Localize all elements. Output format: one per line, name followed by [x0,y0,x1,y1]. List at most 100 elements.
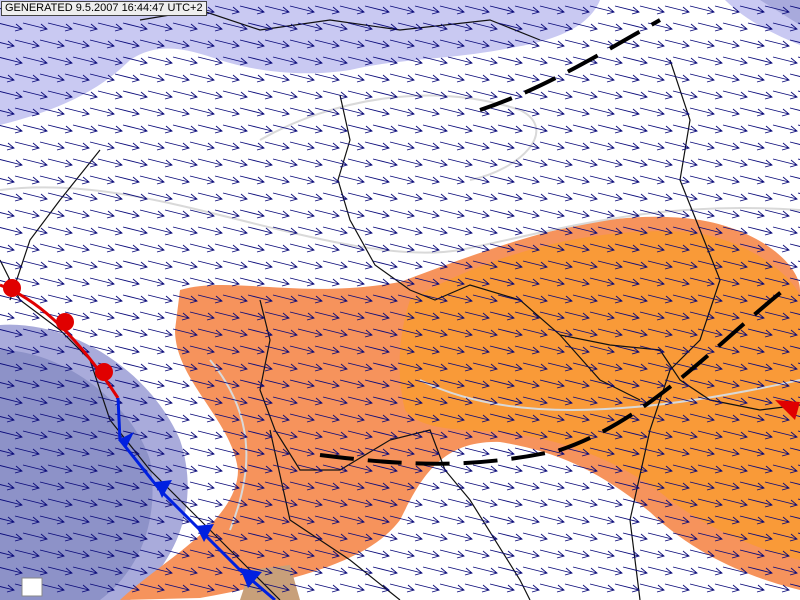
wind-arrow [289,209,315,219]
wind-arrow [114,379,140,389]
wind-arrow [589,175,615,185]
wind-arrow [589,311,615,321]
wind-arrow [439,413,465,423]
wind-arrow [722,260,748,270]
wind-arrow [389,379,415,389]
wind-arrow [164,447,190,457]
wind-arrow [689,243,715,253]
wind-arrow [139,243,165,253]
wind-arrow [564,73,590,83]
legend-icon [21,577,43,597]
wind-arrow [39,39,65,49]
wind-arrow [314,277,340,287]
wind-arrow [22,22,48,32]
wind-arrow [547,158,573,168]
isoline [259,94,538,181]
wind-arrow [14,413,40,423]
wind-arrow [39,583,65,593]
wind-arrow [539,5,565,15]
wind-arrow [47,430,73,440]
wind-arrow [297,328,323,338]
wind-arrow [389,345,415,355]
wind-arrow [464,413,490,423]
wind-arrow [114,515,140,525]
wind-arrow [372,90,398,100]
wind-arrow [372,396,398,406]
wind-arrow [189,481,215,491]
wind-arrow [272,226,298,236]
wind-arrow [89,447,115,457]
wind-arrow [664,311,690,321]
wind-arrow [622,56,648,66]
wind-arrow [597,226,623,236]
wind-arrow [547,328,573,338]
wind-arrow [39,447,65,457]
wind-arrow [547,56,573,66]
wind-arrow [122,192,148,202]
wind-arrow [472,158,498,168]
wind-arrow [47,158,73,168]
wind-arrow [122,294,148,304]
wind-arrow [672,192,698,202]
wind-arrow [247,362,273,372]
wind-arrow [522,226,548,236]
wind-arrow [772,158,798,168]
wind-arrow [147,430,173,440]
wind-arrow [322,430,348,440]
wind-arrow [572,226,598,236]
wind-arrow [139,549,165,559]
wind-arrow [414,345,440,355]
wind-arrow [297,56,323,66]
wind-arrow [272,498,298,508]
wind-arrow [314,413,340,423]
wind-arrow [239,175,265,185]
wind-arrow [264,73,290,83]
wind-arrow [572,362,598,372]
wind-arrow [389,481,415,491]
wind-arrow [114,311,140,321]
wind-arrow [197,362,223,372]
wind-arrow [464,549,490,559]
wind-arrow [197,226,223,236]
wind-arrow [597,328,623,338]
wind-arrow [489,311,515,321]
wind-arrow [289,413,315,423]
wind-arrow [539,583,565,593]
wind-arrow [114,175,140,185]
wind-arrow [0,91,23,100]
wind-arrow [714,5,740,15]
wind-arrow [397,158,423,168]
wind-arrow [647,158,673,168]
wind-arrow [597,430,623,440]
wind-arrow [397,260,423,270]
wind-arrow [539,107,565,117]
wind-arrow [439,39,465,49]
wind-arrow [247,498,273,508]
wind-arrow [514,175,540,185]
wind-arrow [547,192,573,202]
wind-arrow [0,516,15,525]
wind-arrow [72,328,98,338]
wind-arrow [772,498,798,508]
wind-arrow [322,294,348,304]
wind-arrow [497,430,523,440]
wind-arrow [97,430,123,440]
wind-arrow [47,294,73,304]
wind-arrow [697,56,723,66]
wind-arrow [739,73,765,83]
wind-arrow [64,141,90,151]
wind-arrow [0,176,15,185]
wind-arrow [214,73,240,83]
wind-arrow [522,158,548,168]
wind-arrow [247,260,273,270]
wind-arrow [222,328,248,338]
wind-arrow [722,56,748,66]
wind-arrow [389,277,415,287]
wind-arrow [747,464,773,474]
wind-arrow [597,192,623,202]
wind-arrow [597,532,623,542]
wind-arrow [272,158,298,168]
wind-arrow [72,226,98,236]
wind-arrow [214,107,240,117]
wind-arrow [539,209,565,219]
